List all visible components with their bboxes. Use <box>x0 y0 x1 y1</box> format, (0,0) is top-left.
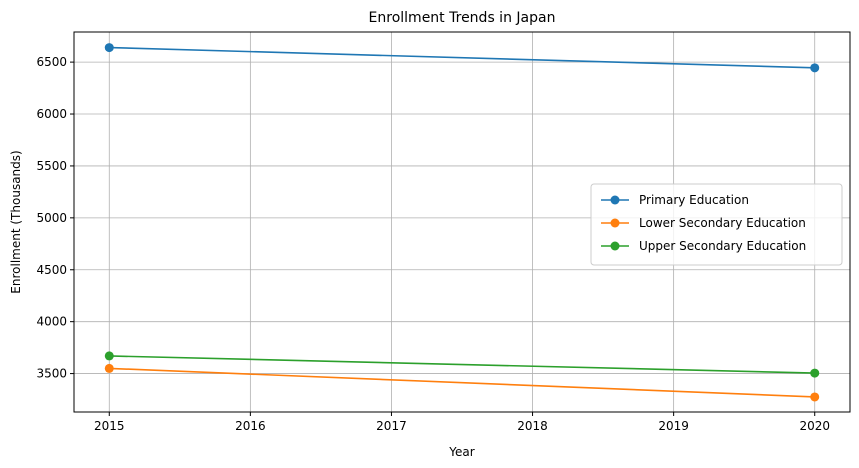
x-axis-ticks: 2015 2016 2017 2018 2019 2020 <box>94 412 830 433</box>
legend-label: Lower Secondary Education <box>639 216 806 230</box>
legend-swatch-marker <box>610 195 620 205</box>
y-tick-label: 3500 <box>36 367 67 381</box>
y-tick-label: 5000 <box>36 211 67 225</box>
x-axis-title: Year <box>448 445 474 459</box>
y-tick-label: 6500 <box>36 55 67 69</box>
legend: Primary Education Lower Secondary Educati… <box>590 183 843 266</box>
legend-label: Upper Secondary Education <box>639 239 806 253</box>
series-layer <box>104 43 820 402</box>
y-tick-label: 5500 <box>36 159 67 173</box>
data-point-2-0 <box>104 351 114 361</box>
data-point-2-1 <box>810 368 820 378</box>
data-point-0-0 <box>104 43 114 53</box>
chart-title: Enrollment Trends in Japan <box>369 10 556 26</box>
y-axis-ticks: 3500 4000 4500 5000 5500 6000 6500 <box>36 55 74 381</box>
x-tick-label: 2015 <box>94 419 125 433</box>
series-line-2 <box>109 355 815 374</box>
plot-frame <box>73 31 851 413</box>
series-line-0 <box>109 46 815 69</box>
data-point-1-0 <box>104 363 114 373</box>
legend-box <box>590 183 843 266</box>
x-tick-label: 2017 <box>376 419 407 433</box>
x-tick-label: 2016 <box>235 419 266 433</box>
data-point-1-1 <box>810 392 820 402</box>
y-axis-title: Enrollment (Thousands) <box>9 150 23 293</box>
data-point-0-1 <box>810 63 820 73</box>
x-tick-label: 2019 <box>658 419 689 433</box>
y-tick-label: 4500 <box>36 263 67 277</box>
legend-swatch-marker <box>610 218 620 228</box>
x-tick-label: 2020 <box>799 419 830 433</box>
legend-swatch-marker <box>610 241 620 251</box>
x-tick-label: 2018 <box>517 419 548 433</box>
y-tick-label: 4000 <box>36 315 67 329</box>
y-tick-label: 6000 <box>36 107 67 121</box>
series-line-1 <box>109 367 815 398</box>
legend-label: Primary Education <box>639 193 749 207</box>
